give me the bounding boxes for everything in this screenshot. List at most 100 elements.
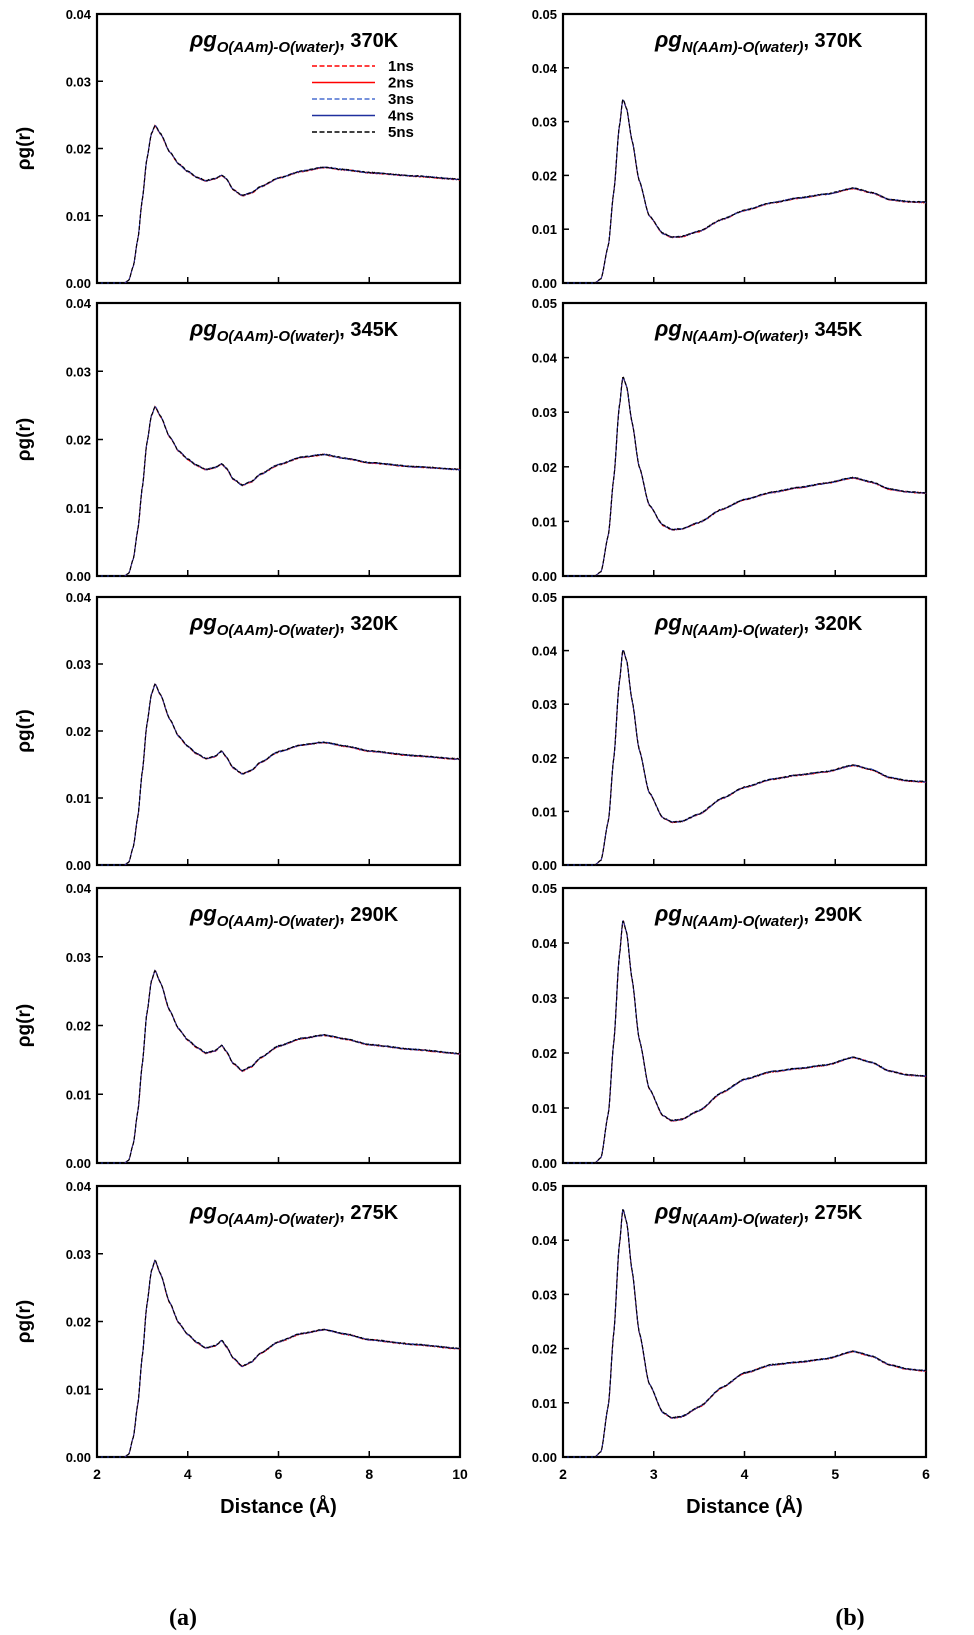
series-line [97,125,461,284]
y-tick-label: 0.00 [532,1156,557,1171]
y-tick-label: 0.03 [66,657,91,672]
series-line [563,99,927,284]
y-tick-label: 0.04 [66,296,92,311]
x-tick-label: 2 [559,1466,567,1482]
series-line [563,1209,927,1458]
y-tick-label: 0.00 [532,1450,557,1465]
series-line [97,683,461,866]
series-line [563,376,927,577]
y-tick-label: 0.03 [532,1287,557,1302]
chart-panel: 0.00 0.01 0.02 0.03 0.04 ρg(r) ρgO(AAm)-O(wate… [14,881,462,1171]
y-tick-label: 0.01 [66,1382,91,1397]
y-tick-label: 0.03 [532,115,557,130]
y-tick-label: 0.05 [532,590,557,605]
x-axis-label: Distance (Å) [220,1494,337,1518]
caption-b: (b) [835,1605,864,1631]
y-tick-label: 0.00 [66,1156,91,1171]
series-line [97,970,461,1164]
panel-title: ρgN(AAm)-O(water), 320K [654,610,863,639]
y-axis-label: ρg(r) [14,1004,35,1047]
series-line [97,1260,461,1458]
series-line [97,406,461,577]
series-line [97,683,461,866]
y-tick-label: 0.03 [532,697,557,712]
series-line [97,969,461,1164]
series-line [97,125,461,284]
legend-label: 5ns [388,124,414,141]
series-line [563,650,927,866]
series-line [97,684,461,866]
series-line [97,1259,461,1458]
y-tick-label: 0.02 [532,1342,557,1357]
y-tick-label: 0.04 [66,881,92,896]
y-tick-label: 0.02 [532,168,557,183]
legend-label: 2ns [388,75,414,92]
series-line [563,1209,927,1458]
x-tick-label: 2 [93,1466,101,1482]
panel-title: ρgO(AAm)-O(water), 345K [189,316,399,345]
legend-label: 1ns [388,58,414,75]
series-line [563,650,927,866]
y-tick-label: 0.05 [532,881,557,896]
caption-a: (a) [169,1605,197,1631]
series-line [97,1260,461,1458]
y-axis-label: ρg(r) [14,709,35,752]
y-tick-label: 0.04 [532,644,558,659]
panel-title: ρgO(AAm)-O(water), 275K [189,1199,399,1228]
y-tick-label: 0.04 [532,351,558,366]
series-line [97,1259,461,1458]
legend-label: 3ns [388,91,414,108]
y-tick-label: 0.04 [66,590,92,605]
series-line [97,406,461,577]
series-line [563,99,927,284]
panel-title: ρgN(AAm)-O(water), 275K [654,1199,863,1228]
series-line [97,124,461,284]
chart-panel: 0.00 0.01 0.02 0.03 0.04 0.05 ρgN(AAm)-O(water… [532,881,928,1171]
series-line [563,376,927,577]
chart-panel: 0.00 0.01 0.02 0.03 0.04 ρg(r) ρgO(AAm)-O(wate… [14,590,462,873]
y-tick-label: 0.04 [66,1179,92,1194]
y-tick-label: 0.02 [66,433,91,448]
chart-panel: 0.00 0.01 0.02 0.03 0.04 0.05 ρgN(AAm)-O(water… [532,296,928,584]
series-line [563,920,927,1164]
y-tick-label: 0.01 [532,1396,557,1411]
series-line [563,649,927,866]
x-axis-label: Distance (Å) [686,1494,803,1518]
series-line [563,649,927,866]
series-line [97,683,461,866]
series-line [563,99,927,284]
y-tick-label: 0.00 [66,1450,91,1465]
y-tick-label: 0.01 [66,209,91,224]
chart-panel: 0.00 0.01 0.02 0.03 0.04 ρg(r) ρgO(AAm)-O(wate… [14,296,462,584]
series-line [97,125,461,284]
panel-title: ρgO(AAm)-O(water), 290K [189,901,399,930]
series-line [97,969,461,1164]
y-tick-label: 0.01 [532,222,557,237]
panel-title: ρgN(AAm)-O(water), 370K [654,27,863,56]
series-line [97,405,461,577]
chart-panel: 0.00 0.01 0.02 0.03 0.04 0.05 2 3 4 5 6 Distance (Å… [532,1179,930,1518]
y-tick-label: 0.01 [66,501,91,516]
series-line [563,377,927,577]
legend-label: 4ns [388,108,414,125]
y-axis-label: ρg(r) [14,127,35,170]
y-tick-label: 0.01 [532,804,557,819]
x-tick-label: 6 [922,1466,930,1482]
y-tick-label: 0.02 [66,142,91,157]
y-tick-label: 0.02 [66,724,91,739]
y-tick-label: 0.01 [66,1087,91,1102]
chart-panel: 0.00 0.01 0.02 0.03 0.04 ρg(r) ρgO(AAm)-O(wate… [14,7,462,291]
y-tick-label: 0.00 [532,858,557,873]
series-line [97,124,461,284]
y-tick-label: 0.05 [532,296,557,311]
y-tick-label: 0.01 [66,791,91,806]
y-tick-label: 0.04 [532,1233,558,1248]
y-tick-label: 0.02 [532,1046,557,1061]
y-tick-label: 0.03 [66,364,91,379]
x-tick-label: 6 [275,1466,283,1482]
y-tick-label: 0.02 [66,1315,91,1330]
y-tick-label: 0.00 [66,569,91,584]
y-axis-label: ρg(r) [14,1300,35,1343]
